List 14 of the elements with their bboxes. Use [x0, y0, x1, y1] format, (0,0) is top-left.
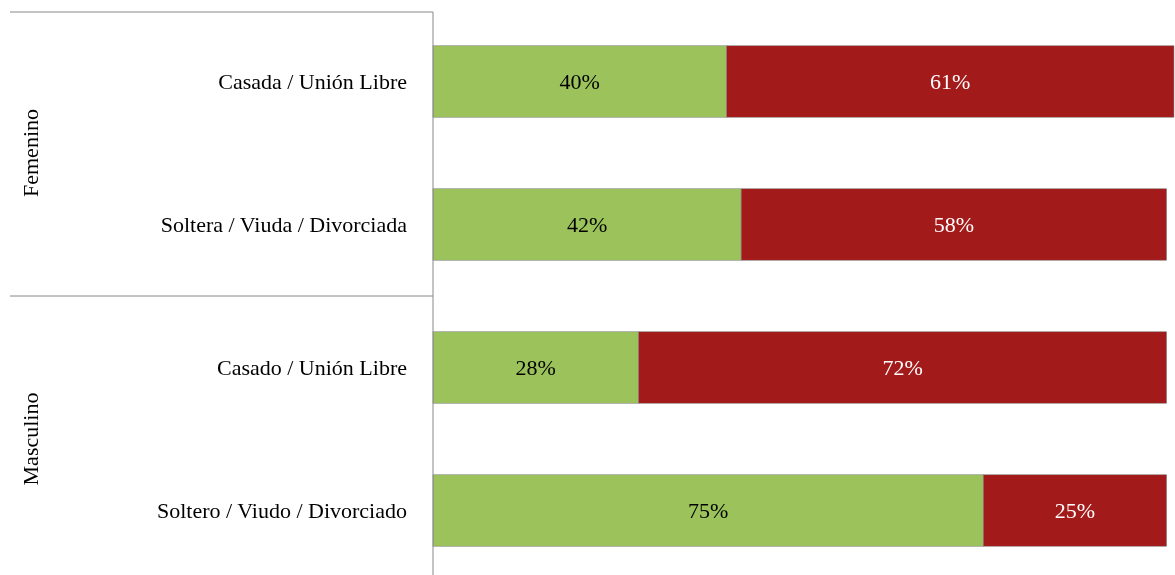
data-label: 40% — [559, 69, 600, 95]
data-label: 72% — [882, 355, 923, 381]
y-tick-label: Soltero / Viudo / Divorciado — [156, 498, 407, 524]
y-tick-label: Casada / Unión Libre — [218, 69, 407, 95]
data-label: 28% — [515, 355, 556, 381]
y-tick-label: Casado / Unión Libre — [216, 355, 407, 381]
data-label: 25% — [1054, 498, 1096, 524]
text: Femenino — [18, 109, 43, 197]
data-label: 75% — [687, 498, 729, 524]
data-label: 61% — [930, 69, 971, 95]
text: Masculino — [18, 392, 43, 486]
data-label: 58% — [933, 212, 975, 238]
y-tick-label: Soltera / Viuda / Divorciada — [160, 212, 408, 238]
data-label: 42% — [566, 212, 608, 238]
